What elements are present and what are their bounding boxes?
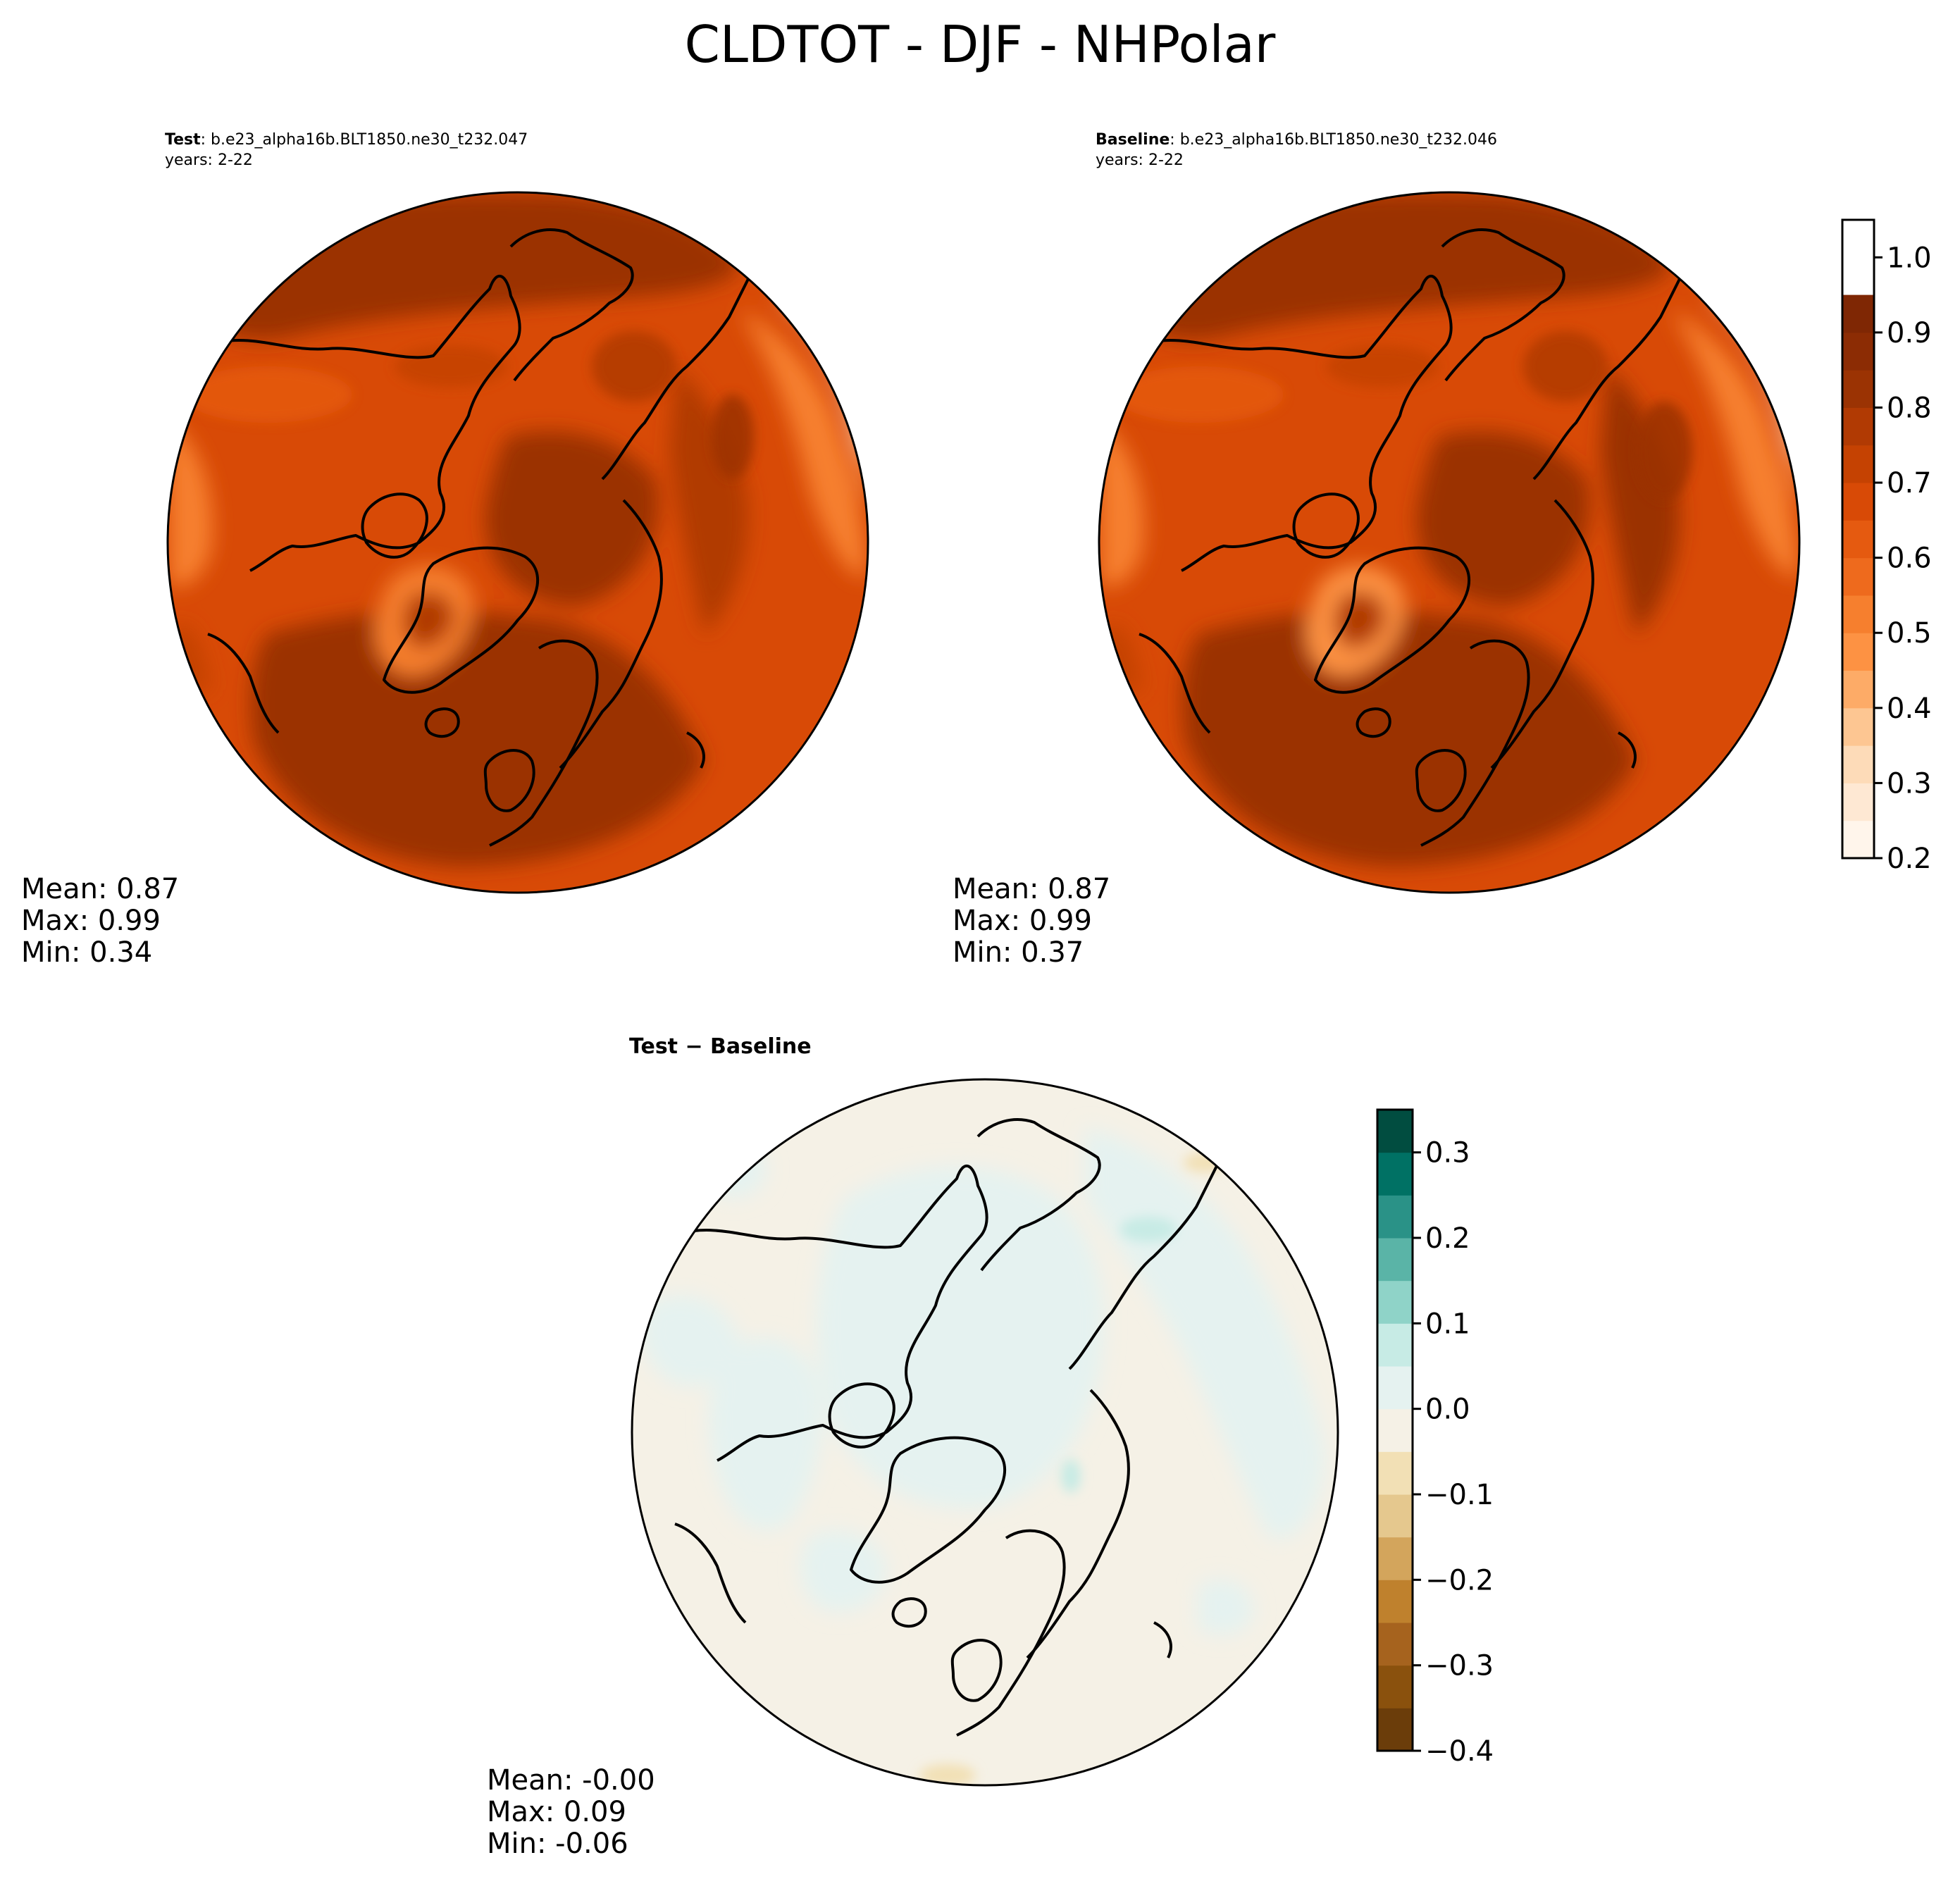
colorbar-main-tick-label: 0.9 [1887,317,1932,349]
colorbar-main-color-band [1842,633,1874,671]
test-panel: Test: b.e23_alpha16b.BLT1850.ne30_t232.0… [21,131,869,969]
colorbar-diff-color-band [1377,1537,1413,1580]
diff-max: Max: 0.09 [487,1796,626,1828]
diff-title: Test − Baseline [629,1034,812,1059]
colorbar-main-color-band [1842,332,1874,371]
colorbar-diff-color-band [1377,1451,1413,1495]
colorbar-diff-color-band [1377,1580,1413,1623]
baseline-case-name: : b.e23_alpha16b.BLT1850.ne30_t232.046 [1170,131,1497,149]
diff-map [632,1079,1338,1785]
colorbar-diff-tick-label: −0.3 [1425,1650,1494,1682]
colorbar-main-frame [1841,218,1875,860]
colorbar-main-color-band [1842,483,1874,521]
colorbar-diff-tick-label: −0.1 [1425,1479,1494,1511]
diff-mean: Mean: -0.00 [487,1764,655,1797]
colorbar-main-color-band [1842,370,1874,408]
baseline-panel: Baseline: b.e23_alpha16b.BLT1850.ne30_t2… [953,131,1801,969]
test-mean: Mean: 0.87 [21,873,179,905]
colorbar-main-tick-label: 0.6 [1887,542,1932,575]
baseline-mean: Mean: 0.87 [953,873,1110,905]
colorbar-main-color-band [1842,294,1874,333]
colorbar-diff-color-band [1377,1110,1413,1153]
colorbar-main-color-band [1842,445,1874,483]
diff-min: Min: -0.06 [487,1828,628,1860]
colorbar-main-color-band [1842,783,1874,821]
baseline-map [1099,192,1799,893]
colorbar-main-color-band [1842,820,1874,859]
colorbar-diff-frame [1376,1108,1414,1752]
colorbar-diff-tick-label: −0.4 [1425,1735,1494,1768]
colorbar-main-color-band [1842,670,1874,709]
colorbar-diff-color-band [1377,1323,1413,1367]
colorbar-diff-color-band [1377,1665,1413,1709]
colorbar-diff-color-band [1377,1623,1413,1666]
colorbar-diff-color-band [1377,1152,1413,1196]
colorbar-diff-tick-label: 0.2 [1425,1222,1470,1255]
test-min: Min: 0.34 [21,936,152,969]
colorbar-main-tick-label: 1.0 [1887,242,1932,274]
colorbar-main-tick-label: 0.3 [1887,767,1932,800]
baseline-years: years: 2-22 [1096,151,1184,169]
baseline-case-title: Baseline: b.e23_alpha16b.BLT1850.ne30_t2… [1096,131,1497,149]
test-case-name: : b.e23_alpha16b.BLT1850.ne30_t232.047 [201,131,528,149]
colorbar-diff-color-band [1377,1238,1413,1282]
colorbar-main-color-band [1842,745,1874,783]
colorbar-diff-color-band [1377,1708,1413,1751]
colorbar-diff-color-band [1377,1494,1413,1538]
colorbar-main-tick-label: 0.8 [1887,392,1932,424]
colorbar-diff-color-band [1377,1366,1413,1410]
colorbar-diff-tick-label: 0.0 [1425,1394,1470,1426]
test-label: Test [165,131,201,149]
baseline-min: Min: 0.37 [953,936,1084,969]
colorbar-test-baseline: 0.2 0.3 0.4 0.5 0.6 0.7 0.8 0.9 1.0 [1841,218,1932,875]
colorbar-diff: −0.4 −0.3 −0.2 −0.1 0.0 0.1 0.2 0.3 [1376,1108,1494,1768]
baseline-max: Max: 0.99 [953,905,1092,937]
colorbar-main-color-band [1842,595,1874,633]
colorbar-main-color-band [1842,520,1874,559]
test-case-title: Test: b.e23_alpha16b.BLT1850.ne30_t232.0… [165,131,528,149]
test-years: years: 2-22 [165,151,253,169]
colorbar-main-color-band [1842,557,1874,596]
colorbar-diff-tick-label: 0.3 [1425,1137,1470,1170]
colorbar-diff-tick-label: −0.2 [1425,1564,1494,1596]
colorbar-diff-color-band [1377,1408,1413,1452]
colorbar-main-tick-label: 0.7 [1887,467,1932,500]
colorbar-diff-color-band [1377,1195,1413,1239]
colorbar-diff-tick-label: 0.1 [1425,1308,1470,1340]
colorbar-main-tick-label: 0.4 [1887,693,1932,725]
colorbar-main-tick-label: 0.2 [1887,843,1932,875]
colorbar-main-tick-label: 0.5 [1887,617,1932,650]
colorbar-main-color-band [1842,407,1874,446]
colorbar-diff-color-band [1377,1280,1413,1324]
baseline-label: Baseline [1096,131,1170,149]
colorbar-main-color-band [1842,707,1874,746]
figure-title: CLDTOT - DJF - NHPolar [685,15,1276,74]
test-max: Max: 0.99 [21,905,161,937]
diff-panel: Test − Baseline Mean: -0.00 [487,1034,1339,1860]
